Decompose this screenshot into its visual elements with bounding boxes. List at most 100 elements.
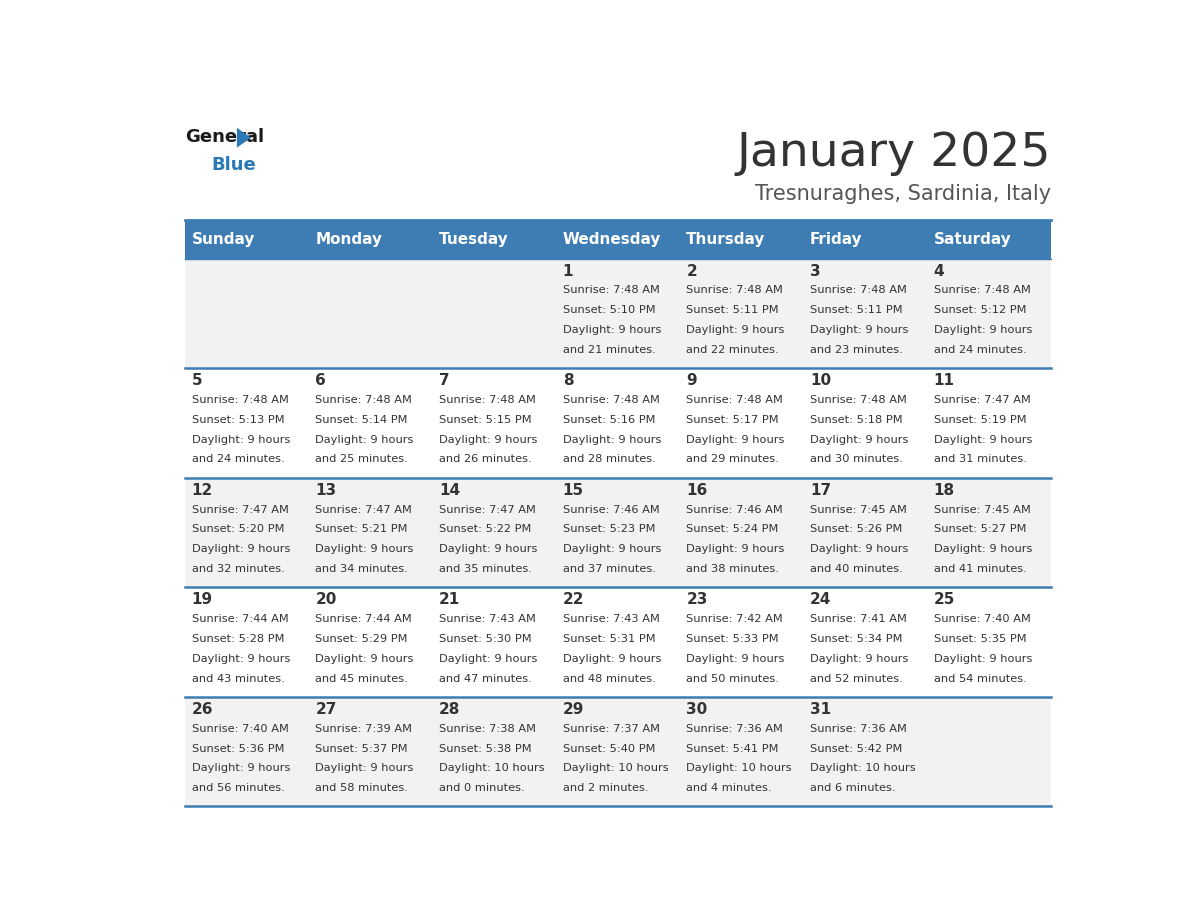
Text: and 58 minutes.: and 58 minutes. xyxy=(315,783,409,793)
Text: 19: 19 xyxy=(191,592,213,607)
Text: Sunset: 5:18 PM: Sunset: 5:18 PM xyxy=(810,415,903,425)
Bar xyxy=(432,477,556,588)
Text: Sunset: 5:34 PM: Sunset: 5:34 PM xyxy=(810,634,903,644)
Text: Sunrise: 7:46 AM: Sunrise: 7:46 AM xyxy=(563,505,659,515)
Text: and 40 minutes.: and 40 minutes. xyxy=(810,564,903,574)
Bar xyxy=(556,588,680,697)
Text: Sunset: 5:33 PM: Sunset: 5:33 PM xyxy=(687,634,779,644)
Text: Daylight: 9 hours: Daylight: 9 hours xyxy=(687,325,785,335)
Bar xyxy=(309,219,432,259)
Bar xyxy=(556,697,680,806)
Text: Sunrise: 7:48 AM: Sunrise: 7:48 AM xyxy=(563,395,659,405)
Text: 4: 4 xyxy=(934,263,944,278)
Text: Sunrise: 7:40 AM: Sunrise: 7:40 AM xyxy=(934,614,1030,624)
Text: Tresnuraghes, Sardinia, Italy: Tresnuraghes, Sardinia, Italy xyxy=(754,185,1051,205)
Bar xyxy=(185,588,309,697)
Text: Sunrise: 7:47 AM: Sunrise: 7:47 AM xyxy=(191,505,289,515)
Text: Daylight: 9 hours: Daylight: 9 hours xyxy=(687,544,785,554)
Text: Sunrise: 7:45 AM: Sunrise: 7:45 AM xyxy=(934,505,1030,515)
Text: 26: 26 xyxy=(191,701,214,717)
Text: Sunrise: 7:40 AM: Sunrise: 7:40 AM xyxy=(191,723,289,733)
Text: Sunset: 5:21 PM: Sunset: 5:21 PM xyxy=(315,524,407,534)
Text: and 28 minutes.: and 28 minutes. xyxy=(563,454,656,465)
Bar xyxy=(432,368,556,477)
Text: Sunrise: 7:48 AM: Sunrise: 7:48 AM xyxy=(687,395,783,405)
Text: Sunset: 5:13 PM: Sunset: 5:13 PM xyxy=(191,415,284,425)
Text: and 47 minutes.: and 47 minutes. xyxy=(440,674,532,684)
Bar xyxy=(432,588,556,697)
Bar xyxy=(680,697,803,806)
Bar xyxy=(803,219,927,259)
Text: Sunset: 5:40 PM: Sunset: 5:40 PM xyxy=(563,744,656,754)
Text: 21: 21 xyxy=(440,592,460,607)
Bar xyxy=(185,259,309,368)
Text: Sunday: Sunday xyxy=(191,231,255,247)
Text: and 25 minutes.: and 25 minutes. xyxy=(315,454,409,465)
Bar xyxy=(803,368,927,477)
Text: Sunset: 5:22 PM: Sunset: 5:22 PM xyxy=(440,524,531,534)
Text: Daylight: 9 hours: Daylight: 9 hours xyxy=(440,434,537,444)
Text: and 56 minutes.: and 56 minutes. xyxy=(191,783,284,793)
Text: Sunset: 5:31 PM: Sunset: 5:31 PM xyxy=(563,634,656,644)
Text: 25: 25 xyxy=(934,592,955,607)
Bar xyxy=(680,477,803,588)
Text: Sunrise: 7:48 AM: Sunrise: 7:48 AM xyxy=(810,395,906,405)
Text: Sunrise: 7:48 AM: Sunrise: 7:48 AM xyxy=(315,395,412,405)
Text: and 23 minutes.: and 23 minutes. xyxy=(810,345,903,355)
Bar xyxy=(309,697,432,806)
Text: Daylight: 9 hours: Daylight: 9 hours xyxy=(810,325,909,335)
Text: 11: 11 xyxy=(934,373,955,388)
Text: Daylight: 10 hours: Daylight: 10 hours xyxy=(563,763,669,773)
Text: Daylight: 9 hours: Daylight: 9 hours xyxy=(315,434,413,444)
Text: Sunset: 5:14 PM: Sunset: 5:14 PM xyxy=(315,415,407,425)
Bar xyxy=(680,368,803,477)
Text: Daylight: 9 hours: Daylight: 9 hours xyxy=(687,654,785,664)
Text: Daylight: 9 hours: Daylight: 9 hours xyxy=(563,434,661,444)
Text: Sunrise: 7:46 AM: Sunrise: 7:46 AM xyxy=(687,505,783,515)
Text: and 2 minutes.: and 2 minutes. xyxy=(563,783,649,793)
Bar xyxy=(309,259,432,368)
Text: Sunrise: 7:47 AM: Sunrise: 7:47 AM xyxy=(934,395,1030,405)
Text: 29: 29 xyxy=(563,701,584,717)
Text: Sunset: 5:17 PM: Sunset: 5:17 PM xyxy=(687,415,779,425)
Text: Sunrise: 7:37 AM: Sunrise: 7:37 AM xyxy=(563,723,659,733)
Text: 12: 12 xyxy=(191,483,213,498)
Text: and 45 minutes.: and 45 minutes. xyxy=(315,674,409,684)
Text: and 35 minutes.: and 35 minutes. xyxy=(440,564,532,574)
Bar xyxy=(432,259,556,368)
Bar xyxy=(927,259,1051,368)
Text: Daylight: 9 hours: Daylight: 9 hours xyxy=(934,325,1032,335)
Text: Sunset: 5:27 PM: Sunset: 5:27 PM xyxy=(934,524,1026,534)
Text: Daylight: 9 hours: Daylight: 9 hours xyxy=(934,544,1032,554)
Text: 3: 3 xyxy=(810,263,821,278)
Text: Sunrise: 7:47 AM: Sunrise: 7:47 AM xyxy=(315,505,412,515)
Text: Sunset: 5:29 PM: Sunset: 5:29 PM xyxy=(315,634,407,644)
Text: and 52 minutes.: and 52 minutes. xyxy=(810,674,903,684)
Text: 6: 6 xyxy=(315,373,327,388)
Text: Thursday: Thursday xyxy=(687,231,766,247)
Text: 20: 20 xyxy=(315,592,336,607)
Text: Daylight: 9 hours: Daylight: 9 hours xyxy=(191,434,290,444)
Text: Sunset: 5:35 PM: Sunset: 5:35 PM xyxy=(934,634,1026,644)
Bar xyxy=(927,588,1051,697)
Text: and 50 minutes.: and 50 minutes. xyxy=(687,674,779,684)
Text: Friday: Friday xyxy=(810,231,862,247)
Text: 24: 24 xyxy=(810,592,832,607)
Bar xyxy=(803,588,927,697)
Text: January 2025: January 2025 xyxy=(737,131,1051,176)
Text: and 26 minutes.: and 26 minutes. xyxy=(440,454,532,465)
Text: Sunrise: 7:44 AM: Sunrise: 7:44 AM xyxy=(315,614,412,624)
Text: Sunset: 5:15 PM: Sunset: 5:15 PM xyxy=(440,415,532,425)
Text: and 0 minutes.: and 0 minutes. xyxy=(440,783,525,793)
Text: Sunrise: 7:47 AM: Sunrise: 7:47 AM xyxy=(440,505,536,515)
Text: Sunset: 5:38 PM: Sunset: 5:38 PM xyxy=(440,744,532,754)
Text: Daylight: 9 hours: Daylight: 9 hours xyxy=(810,654,909,664)
Text: General: General xyxy=(185,128,265,146)
Text: Daylight: 10 hours: Daylight: 10 hours xyxy=(810,763,916,773)
Text: Sunset: 5:41 PM: Sunset: 5:41 PM xyxy=(687,744,779,754)
Text: Daylight: 9 hours: Daylight: 9 hours xyxy=(563,325,661,335)
Bar xyxy=(927,697,1051,806)
Text: and 4 minutes.: and 4 minutes. xyxy=(687,783,772,793)
Text: Sunrise: 7:48 AM: Sunrise: 7:48 AM xyxy=(191,395,289,405)
Text: and 37 minutes.: and 37 minutes. xyxy=(563,564,656,574)
